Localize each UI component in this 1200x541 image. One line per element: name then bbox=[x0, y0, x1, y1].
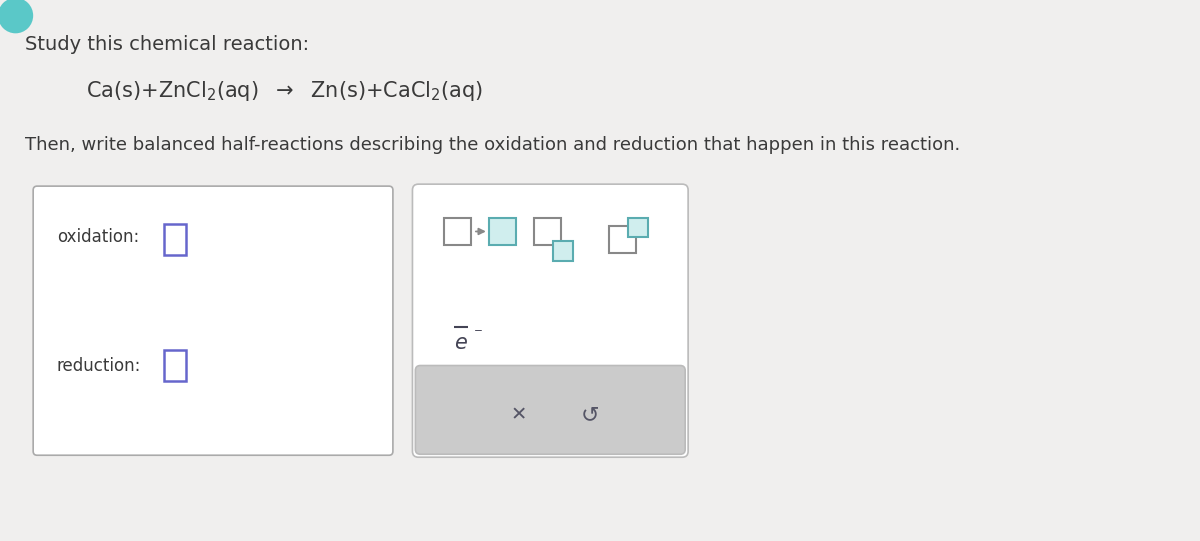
Text: ↺: ↺ bbox=[581, 405, 599, 425]
Bar bbox=[534, 217, 562, 245]
Text: $e$: $e$ bbox=[454, 333, 468, 353]
Bar bbox=[629, 217, 648, 237]
Text: Then, write balanced half-reactions describing the oxidation and reduction that : Then, write balanced half-reactions desc… bbox=[25, 136, 960, 154]
Bar bbox=[608, 226, 636, 253]
FancyBboxPatch shape bbox=[34, 186, 392, 455]
Bar bbox=[164, 350, 186, 381]
Bar bbox=[164, 223, 186, 255]
Text: Ca(s)+ZnCl$_2$(aq)  $\rightarrow$  Zn(s)+CaCl$_2$(aq): Ca(s)+ZnCl$_2$(aq) $\rightarrow$ Zn(s)+C… bbox=[86, 78, 484, 103]
Text: oxidation:: oxidation: bbox=[56, 228, 139, 246]
Text: reduction:: reduction: bbox=[56, 357, 142, 374]
Bar bbox=[553, 241, 572, 261]
FancyBboxPatch shape bbox=[413, 184, 688, 457]
Text: $^-$: $^-$ bbox=[472, 327, 484, 342]
Text: ✕: ✕ bbox=[510, 405, 527, 424]
Text: Study this chemical reaction:: Study this chemical reaction: bbox=[25, 35, 310, 54]
FancyBboxPatch shape bbox=[415, 366, 685, 454]
Circle shape bbox=[0, 0, 34, 34]
Bar bbox=[444, 217, 472, 245]
Bar bbox=[488, 217, 516, 245]
